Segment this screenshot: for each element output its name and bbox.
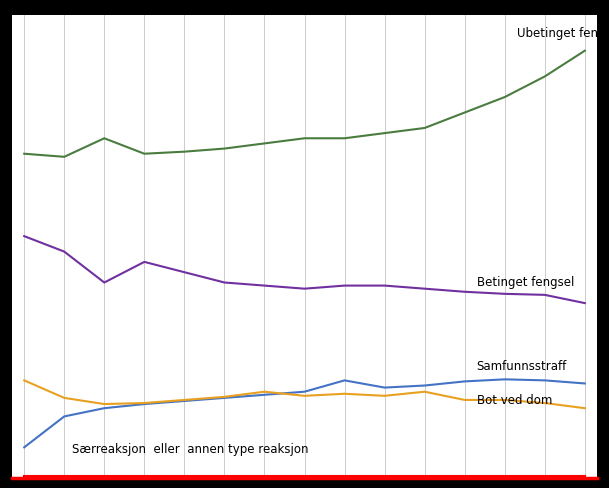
Text: Samfunnsstraff: Samfunnsstraff	[477, 360, 567, 373]
Text: Særreaksjon  eller  annen type reaksjon: Særreaksjon eller annen type reaksjon	[72, 443, 309, 456]
Text: Ubetinget fengsel: Ubetinget fengsel	[516, 27, 609, 41]
Text: Betinget fengsel: Betinget fengsel	[477, 276, 574, 289]
Text: Bot ved dom: Bot ved dom	[477, 394, 552, 407]
